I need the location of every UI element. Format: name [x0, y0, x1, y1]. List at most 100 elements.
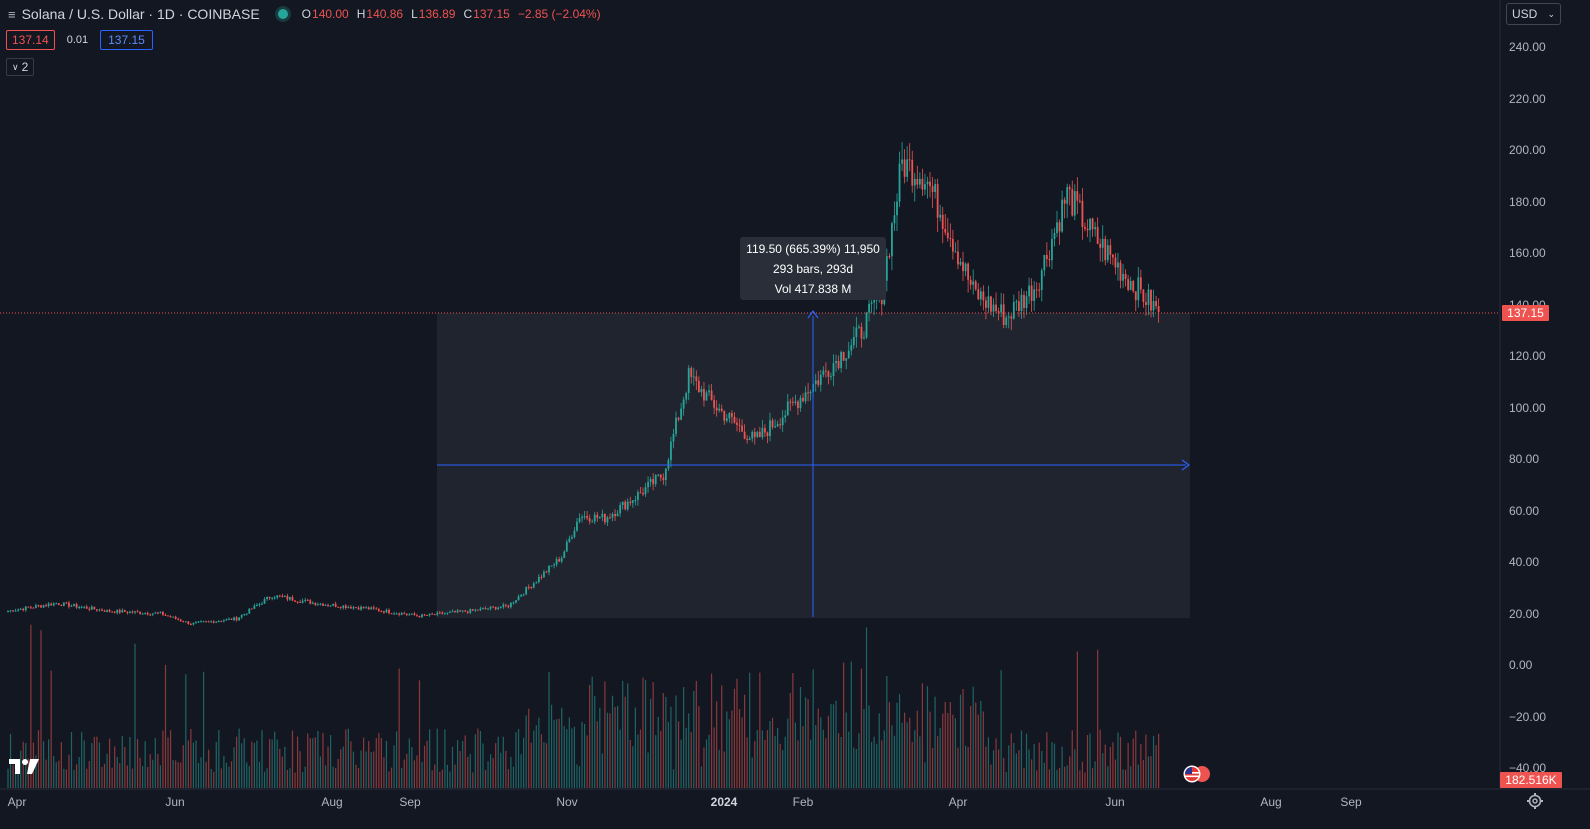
candle-body	[652, 479, 655, 485]
candle-body	[27, 606, 30, 608]
volume-bar	[454, 764, 456, 788]
candle-body	[68, 602, 70, 607]
volume-bar	[906, 722, 908, 788]
tradingview-logo-icon[interactable]	[8, 757, 40, 775]
market-status-dot-icon[interactable]	[277, 9, 288, 19]
candle-body	[149, 614, 152, 616]
candle-body	[164, 614, 167, 616]
candle-body	[1119, 262, 1122, 281]
buy-price-button[interactable]: 137.15	[100, 30, 153, 50]
volume-bar	[63, 768, 65, 788]
volume-bar	[1142, 760, 1144, 788]
symbol-title[interactable]: Solana / U.S. Dollar · 1D · COINBASE	[21, 6, 260, 22]
hamburger-icon[interactable]: ≡	[8, 6, 16, 22]
candle-body	[621, 501, 624, 506]
candle-body	[113, 611, 116, 613]
volume-bar	[251, 741, 253, 788]
volume-bar	[517, 728, 520, 788]
candle-body	[522, 594, 525, 596]
volume-bar	[710, 673, 713, 788]
candle-body	[65, 602, 68, 604]
candle-body	[497, 607, 500, 610]
candle-body	[189, 624, 192, 626]
sell-price-button[interactable]: 137.14	[6, 30, 55, 50]
ohlc-change: −2.85 (−2.04%)	[517, 7, 601, 21]
candle-body	[342, 605, 345, 608]
volume-bar	[647, 752, 649, 788]
volume-bar	[1135, 730, 1137, 788]
volume-bar	[583, 724, 586, 788]
volume-bar	[220, 768, 222, 788]
volume-bar	[1036, 770, 1038, 788]
candle-body	[532, 583, 535, 588]
candle-body	[29, 607, 32, 609]
ohlc-open: O140.00	[301, 7, 349, 21]
volume-bar	[797, 740, 799, 788]
volume-bar	[73, 770, 75, 788]
volume-bar	[619, 729, 621, 788]
volume-bar	[893, 735, 896, 788]
volume-bar	[837, 733, 840, 788]
volume-bar	[1074, 749, 1076, 788]
volume-bar	[68, 754, 70, 788]
candle-body	[570, 537, 573, 539]
volume-bar	[1152, 736, 1155, 788]
volume-bar	[1147, 756, 1150, 788]
candle-body	[1053, 233, 1056, 239]
volume-bar	[954, 718, 957, 788]
candle-body	[1063, 199, 1066, 204]
volume-bar	[698, 706, 700, 788]
candle-body	[62, 602, 65, 606]
volume-bar	[324, 765, 327, 788]
volume-bar	[558, 718, 560, 788]
time-axis-tick: Sep	[399, 795, 421, 809]
candle-body	[504, 604, 507, 606]
candle-body	[276, 595, 279, 598]
candle-body	[776, 424, 779, 427]
volume-bar	[1117, 732, 1119, 788]
us-flag-icon[interactable]	[1182, 765, 1212, 783]
candle-body	[184, 621, 187, 623]
gear-icon[interactable]	[1526, 792, 1544, 810]
symbol-header[interactable]: ≡ Solana / U.S. Dollar · 1D · COINBASE O…	[8, 5, 609, 23]
volume-bar	[192, 742, 195, 788]
candle-body	[629, 501, 632, 503]
volume-bar	[1130, 766, 1132, 788]
candle-body	[1081, 200, 1084, 227]
candle-body	[197, 621, 200, 623]
volume-bar	[50, 670, 52, 788]
candle-body	[911, 159, 914, 186]
candle-body	[751, 432, 754, 439]
volume-bar	[456, 740, 459, 788]
candle-body	[784, 415, 787, 418]
volume-bar	[738, 709, 741, 788]
candle-body	[42, 605, 45, 608]
volume-bar	[70, 732, 73, 788]
volume-bar	[149, 754, 151, 788]
volume-bar	[853, 747, 855, 788]
candle-body	[634, 499, 637, 501]
candle-body	[40, 605, 42, 608]
price-axis-tick: 120.00	[1509, 349, 1546, 363]
candle-body	[347, 606, 350, 608]
candle-body	[57, 603, 60, 605]
volume-bar	[807, 699, 809, 788]
candle-body	[786, 401, 789, 416]
candle-body	[1048, 259, 1051, 261]
volume-bar	[322, 732, 324, 788]
volume-bar	[1084, 772, 1086, 788]
currency-select[interactable]: USD ⌄	[1506, 3, 1561, 25]
candle-body	[601, 513, 604, 518]
candle-body	[32, 607, 35, 609]
volume-bar	[144, 741, 146, 788]
measure-change: 119.50 (665.39%) 11,950	[746, 242, 880, 256]
candle-body	[1150, 289, 1152, 311]
volume-bar	[794, 722, 796, 788]
volume-bar	[507, 769, 509, 788]
volume-bar	[495, 743, 497, 788]
indicators-toggle-button[interactable]: ∨ 2	[6, 58, 35, 76]
candle-body	[685, 393, 688, 400]
volume-bar	[103, 763, 106, 788]
volume-bar	[777, 727, 779, 788]
